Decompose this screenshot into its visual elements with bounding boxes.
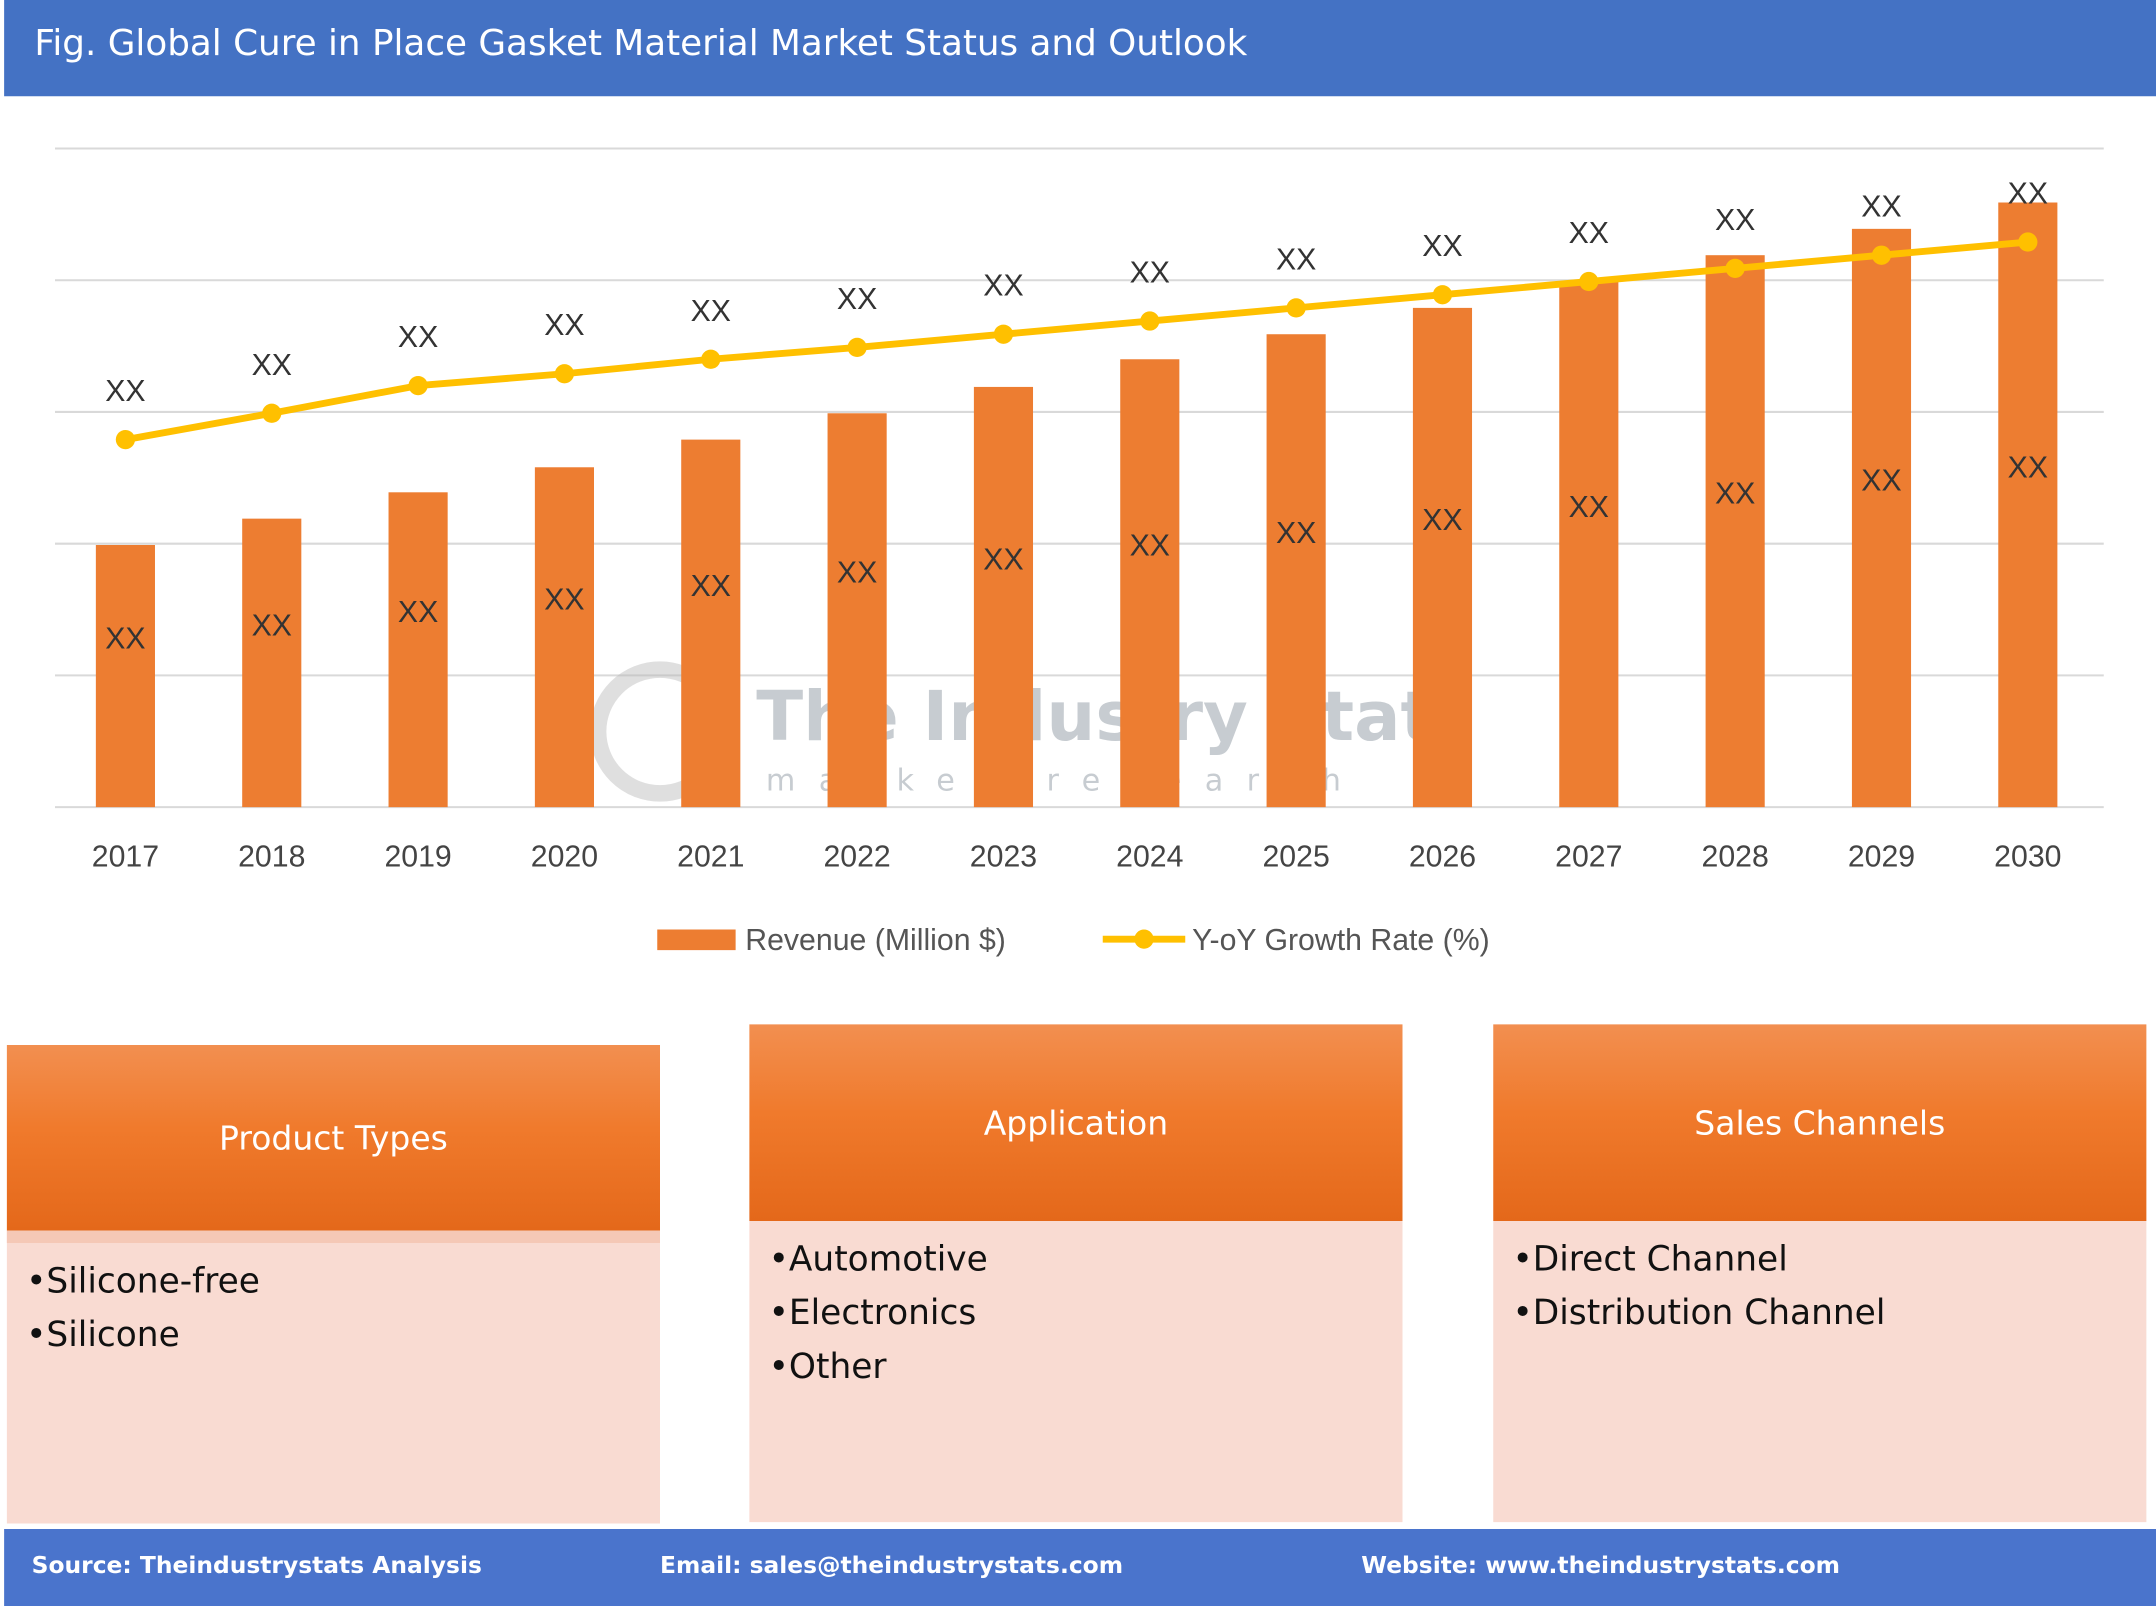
- growth-point: [408, 375, 428, 396]
- x-tick-label: 2019: [384, 840, 451, 873]
- x-tick-label: 2030: [1994, 840, 2061, 873]
- x-tick-label: 2026: [1409, 840, 1476, 873]
- revenue-bar: [1851, 228, 1912, 808]
- legend-revenue-label: Revenue (Million $): [745, 924, 1006, 957]
- revenue-bar: [1559, 281, 1619, 808]
- segment-title: Application: [749, 1024, 1403, 1221]
- segment-title: Product Types: [6, 1045, 660, 1231]
- revenue-bar-label: XX: [983, 544, 1023, 577]
- growth-point: [993, 324, 1014, 344]
- revenue-bar-label: XX: [105, 623, 145, 656]
- x-tick-label: 2018: [238, 840, 305, 873]
- growth-point-label: XX: [2008, 178, 2048, 211]
- x-tick-label: 2029: [1848, 840, 1915, 873]
- x-tick-label: 2022: [823, 840, 890, 873]
- growth-point: [2018, 232, 2038, 252]
- revenue-bar-label: XX: [1715, 478, 1755, 511]
- x-tick-label: 2017: [92, 840, 159, 873]
- legend-growth-label: Y-oY Growth Rate (%): [1192, 924, 1490, 957]
- x-tick-label: 2027: [1555, 840, 1622, 873]
- chart-title: Fig. Global Cure in Place Gasket Materia…: [4, 0, 2156, 97]
- revenue-bar: [827, 413, 887, 808]
- legend-revenue-swatch: [657, 929, 736, 951]
- revenue-bar: [681, 439, 741, 808]
- revenue-bar: [973, 386, 1034, 808]
- segment-item: •Silicone-free: [26, 1260, 260, 1301]
- footer-website[interactable]: Website: www.theindustrystats.com: [1361, 1552, 1841, 1580]
- growth-point-label: XX: [1715, 204, 1755, 237]
- revenue-bar: [1998, 202, 2058, 808]
- segment-item: •Other: [768, 1346, 887, 1386]
- revenue-bar: [534, 467, 594, 808]
- segment-sales-channels: Sales Channels •Direct Channel •Distribu…: [1493, 1024, 2147, 1523]
- revenue-bar: [242, 518, 302, 808]
- segment-item: •Electronics: [768, 1292, 977, 1333]
- segment-item: •Distribution Channel: [1512, 1292, 1886, 1333]
- revenue-bar-label: XX: [1422, 504, 1462, 537]
- revenue-bar-label: XX: [691, 570, 731, 603]
- x-tick-label: 2021: [677, 840, 744, 873]
- footer-email[interactable]: Email: sales@theindustrystats.com: [660, 1552, 1124, 1580]
- revenue-bar: [1412, 307, 1473, 808]
- footer-source: Source: Theindustrystats Analysis: [31, 1552, 482, 1580]
- growth-point: [115, 429, 136, 450]
- growth-point-label: XX: [983, 270, 1023, 303]
- revenue-bar: [1120, 359, 1180, 808]
- growth-point-label: XX: [544, 309, 584, 342]
- revenue-bar: [1266, 334, 1326, 808]
- revenue-bar-label: XX: [2008, 451, 2048, 484]
- segment-item: •Direct Channel: [1512, 1238, 1788, 1279]
- growth-point-label: XX: [837, 283, 877, 316]
- revenue-bar-label: XX: [1569, 491, 1609, 524]
- growth-point: [701, 349, 721, 369]
- x-tick-label: 2023: [970, 840, 1037, 873]
- revenue-bar-label: XX: [1276, 517, 1316, 550]
- growth-point: [262, 403, 282, 423]
- growth-point: [1140, 311, 1160, 331]
- revenue-bar-label: XX: [1130, 530, 1170, 563]
- growth-point-label: XX: [1130, 257, 1170, 290]
- growth-point-label: XX: [1276, 243, 1316, 276]
- x-tick-label: 2028: [1702, 840, 1769, 873]
- x-tick-label: 2024: [1116, 840, 1183, 873]
- x-tick-label: 2025: [1262, 840, 1329, 873]
- x-tick-label: 2020: [531, 840, 598, 873]
- growth-point: [554, 364, 575, 384]
- revenue-bar-label: XX: [398, 596, 438, 629]
- growth-point: [1286, 298, 1306, 318]
- growth-point-label: XX: [1422, 230, 1462, 263]
- revenue-bar-label: XX: [252, 609, 292, 642]
- revenue-bar-label: XX: [1861, 464, 1901, 497]
- growth-point: [1725, 258, 1745, 278]
- segment-application: Application •Automotive •Electronics •Ot…: [749, 1024, 1403, 1523]
- growth-point-label: XX: [252, 349, 292, 382]
- growth-point-label: XX: [691, 295, 731, 328]
- revenue-bar-label: XX: [837, 557, 877, 590]
- growth-point: [1579, 271, 1599, 292]
- revenue-bar: [388, 492, 448, 808]
- growth-point: [847, 337, 867, 358]
- growth-point-label: XX: [1861, 191, 1901, 224]
- segment-item: •Silicone: [26, 1314, 180, 1355]
- growth-point: [1871, 245, 1892, 265]
- segment-title: Sales Channels: [1493, 1024, 2147, 1221]
- segment-product-types: Product Types •Silicone-free •Silicone: [6, 1045, 660, 1524]
- legend-growth-marker: [1134, 929, 1154, 949]
- revenue-bar: [1705, 255, 1765, 808]
- revenue-bar: [95, 544, 155, 808]
- growth-point-label: XX: [1569, 217, 1609, 250]
- growth-line: [124, 238, 2029, 443]
- segment-item: •Automotive: [768, 1238, 988, 1279]
- revenue-bar-label: XX: [544, 584, 584, 617]
- footer: Source: Theindustrystats Analysis Email:…: [4, 1529, 2156, 1606]
- growth-point-label: XX: [105, 375, 145, 408]
- growth-point: [1432, 285, 1453, 305]
- growth-point-label: XX: [398, 321, 438, 354]
